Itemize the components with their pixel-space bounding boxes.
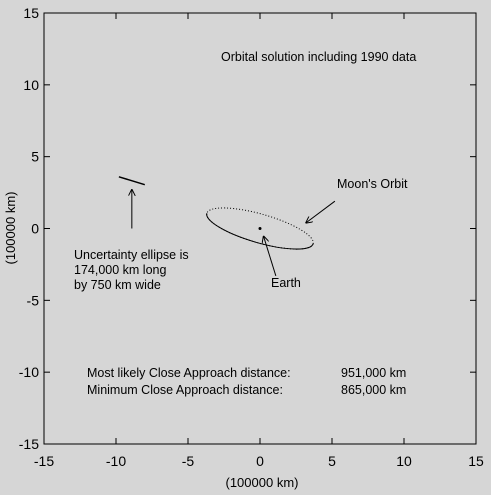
likely-approach-value: 951,000 km <box>341 366 406 380</box>
y-tick-label: 15 <box>23 5 39 21</box>
chart-title: Orbital solution including 1990 data <box>221 50 416 64</box>
ellipse-note-line-2: 174,000 km long <box>74 263 166 277</box>
x-tick-label: -15 <box>34 453 54 469</box>
minimum-approach-value: 865,000 km <box>341 383 406 397</box>
earth-label: Earth <box>271 276 301 290</box>
x-tick-label: -10 <box>106 453 126 469</box>
annotation-arrow <box>264 236 277 277</box>
earth-marker <box>258 227 262 230</box>
x-tick-label: 10 <box>396 453 412 469</box>
x-tick-label: 5 <box>328 453 336 469</box>
likely-approach-label: Most likely Close Approach distance: <box>87 366 291 380</box>
y-tick-label: 5 <box>31 149 39 165</box>
y-axis-label: (100000 km) <box>3 192 18 265</box>
y-tick-label: -15 <box>19 436 39 452</box>
minimum-approach-label: Minimum Close Approach distance: <box>87 383 283 397</box>
x-tick-label: 15 <box>468 453 484 469</box>
y-tick-label: 10 <box>23 77 39 93</box>
x-axis-ticks: -15 -10 -5 0 5 10 15 <box>34 13 484 469</box>
y-tick-label: -10 <box>19 364 39 380</box>
uncertainty-ellipse-segment <box>118 176 146 186</box>
moon-orbit-label: Moon's Orbit <box>337 177 408 191</box>
y-axis-ticks: -15 -10 -5 0 5 10 15 <box>19 5 476 452</box>
x-tick-label: 0 <box>256 453 264 469</box>
x-axis-label: (100000 km) <box>226 475 299 490</box>
moon-orbit-near-side <box>206 213 314 250</box>
y-tick-label: -5 <box>27 292 40 308</box>
annotation-arrow <box>306 200 336 223</box>
y-tick-label: 0 <box>31 221 39 237</box>
ellipse-note-line-3: by 750 km wide <box>74 278 161 292</box>
x-tick-label: -5 <box>182 453 195 469</box>
annotation-arrows <box>132 190 336 277</box>
ellipse-note-line-1: Uncertainty ellipse is <box>74 248 189 262</box>
